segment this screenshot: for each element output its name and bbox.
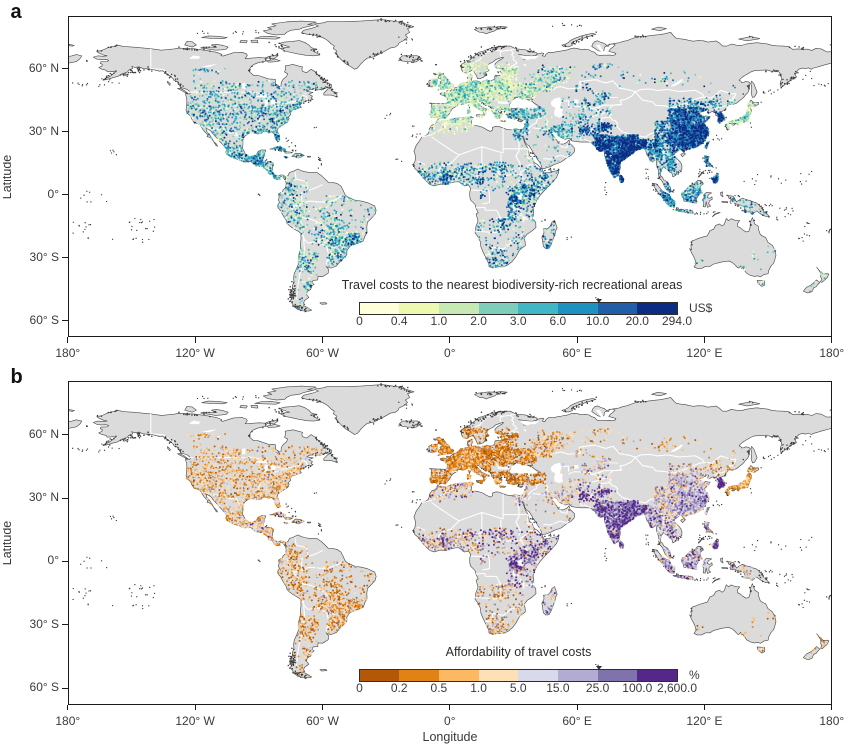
svg-text:Latitude: Latitude [3,521,14,566]
svg-text:Latitude: Latitude [3,155,14,200]
